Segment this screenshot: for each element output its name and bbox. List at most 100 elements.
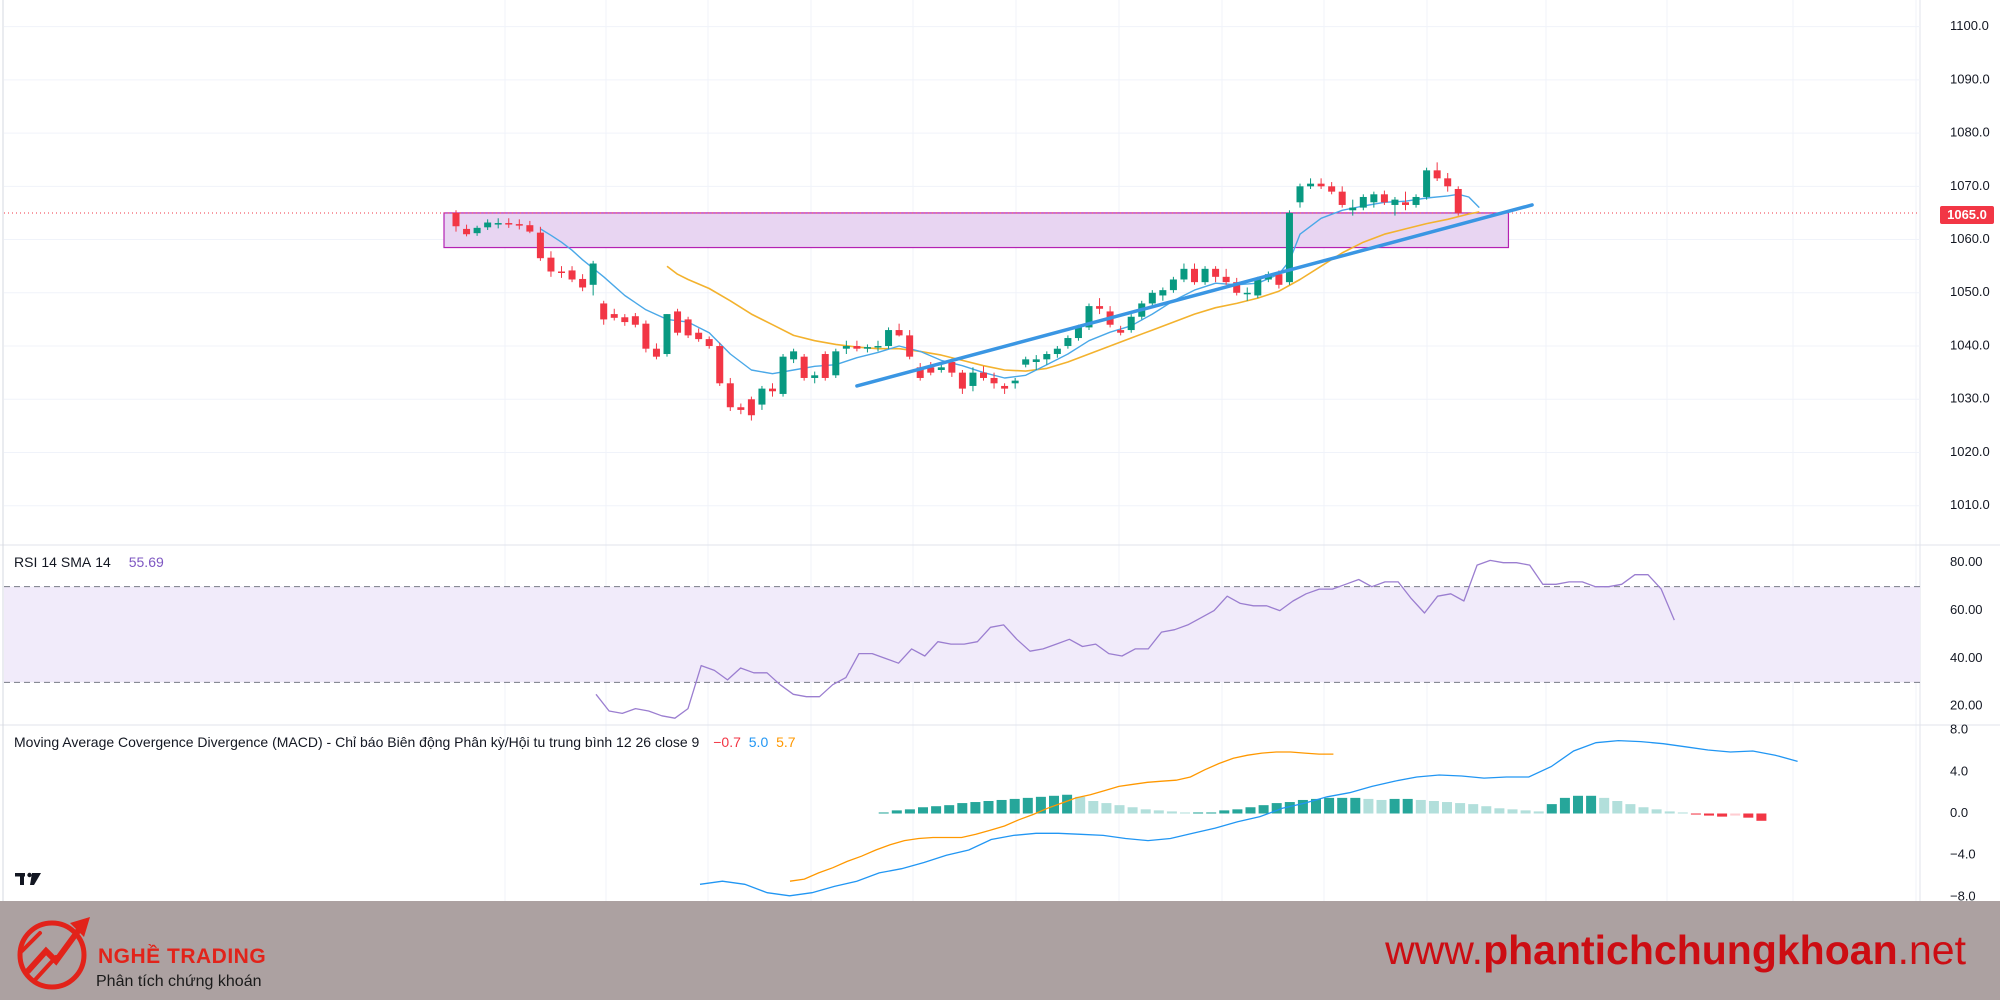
macd-histogram-bar[interactable] bbox=[1494, 808, 1505, 814]
candle-body[interactable] bbox=[811, 375, 819, 378]
macd-histogram-bar[interactable] bbox=[1743, 813, 1754, 818]
candle-body[interactable] bbox=[674, 311, 682, 333]
candle-body[interactable] bbox=[1349, 207, 1357, 211]
candle-body[interactable] bbox=[1328, 186, 1336, 192]
macd-histogram-bar[interactable] bbox=[1284, 802, 1295, 814]
candle-body[interactable] bbox=[863, 347, 871, 349]
candle-body[interactable] bbox=[1402, 202, 1409, 205]
macd-histogram-bar[interactable] bbox=[1559, 797, 1570, 814]
macd-legend[interactable]: Moving Average Covergence Divergence (MA… bbox=[14, 734, 800, 750]
candle-body[interactable] bbox=[842, 346, 850, 349]
candle-body[interactable] bbox=[1096, 306, 1104, 309]
candle-body[interactable] bbox=[1085, 306, 1093, 328]
macd-histogram-bar[interactable] bbox=[1717, 813, 1728, 817]
candle-body[interactable] bbox=[800, 356, 808, 378]
candle-body[interactable] bbox=[684, 319, 692, 336]
macd-histogram-bar[interactable] bbox=[1651, 809, 1662, 814]
candle-body[interactable] bbox=[716, 346, 724, 384]
macd-histogram-bar[interactable] bbox=[1049, 795, 1059, 814]
macd-histogram-bar[interactable] bbox=[1297, 799, 1308, 814]
tradingview-logo-icon[interactable] bbox=[14, 870, 44, 890]
macd-histogram-bar[interactable] bbox=[1468, 804, 1479, 814]
candle-body[interactable] bbox=[695, 332, 703, 340]
macd-histogram-bar[interactable] bbox=[1625, 804, 1636, 814]
candle-body[interactable] bbox=[726, 383, 734, 408]
candle-body[interactable] bbox=[463, 228, 471, 235]
macd-histogram-bar[interactable] bbox=[1088, 801, 1099, 814]
macd-histogram-bar[interactable] bbox=[996, 799, 1007, 814]
candle-body[interactable] bbox=[980, 372, 987, 378]
candle-body[interactable] bbox=[621, 317, 629, 323]
candle-body[interactable] bbox=[547, 257, 555, 272]
macd-histogram-bar[interactable] bbox=[1193, 812, 1204, 814]
candle-body[interactable] bbox=[610, 314, 618, 318]
candle-body[interactable] bbox=[473, 227, 481, 234]
rsi-legend[interactable]: RSI 14 SMA 14 55.69 bbox=[14, 554, 168, 570]
candle-body[interactable] bbox=[1243, 292, 1251, 295]
macd-histogram-bar[interactable] bbox=[1219, 810, 1230, 814]
candle-body[interactable] bbox=[1412, 196, 1420, 205]
candle-body[interactable] bbox=[885, 330, 893, 347]
candle-body[interactable] bbox=[1444, 178, 1452, 187]
macd-histogram-bar[interactable] bbox=[918, 807, 928, 814]
macd-histogram-bar[interactable] bbox=[1455, 803, 1466, 814]
candle-body[interactable] bbox=[1359, 196, 1367, 208]
candle-body[interactable] bbox=[484, 222, 492, 228]
macd-histogram-bar[interactable] bbox=[1337, 797, 1348, 814]
candle-body[interactable] bbox=[600, 303, 608, 320]
candle-body[interactable] bbox=[1285, 212, 1293, 283]
macd-histogram-bar[interactable] bbox=[1258, 805, 1269, 814]
macd-histogram-bar[interactable] bbox=[957, 803, 968, 814]
macd-histogram-bar[interactable] bbox=[1180, 812, 1190, 814]
macd-histogram-bar[interactable] bbox=[1599, 797, 1610, 814]
macd-histogram-bar[interactable] bbox=[1677, 812, 1688, 814]
candle-body[interactable] bbox=[452, 212, 460, 227]
macd-histogram-bar[interactable] bbox=[1075, 796, 1086, 814]
candle-body[interactable] bbox=[1233, 282, 1241, 293]
candle-body[interactable] bbox=[906, 335, 914, 357]
candle-body[interactable] bbox=[1011, 380, 1019, 384]
candle-body[interactable] bbox=[1338, 191, 1346, 205]
candle-body[interactable] bbox=[515, 224, 523, 226]
macd-histogram-bar[interactable] bbox=[1402, 798, 1413, 814]
candle-body[interactable] bbox=[1222, 276, 1230, 283]
macd-histogram-bar[interactable] bbox=[931, 806, 942, 814]
candle-body[interactable] bbox=[895, 330, 903, 336]
macd-histogram-bar[interactable] bbox=[1507, 809, 1518, 814]
candle-body[interactable] bbox=[969, 372, 977, 386]
candle-body[interactable] bbox=[853, 346, 861, 349]
candle-body[interactable] bbox=[790, 351, 798, 360]
candle-body[interactable] bbox=[927, 367, 935, 373]
candle-body[interactable] bbox=[779, 356, 787, 394]
macd-histogram-bar[interactable] bbox=[1638, 807, 1649, 814]
macd-histogram-bar[interactable] bbox=[1573, 795, 1583, 814]
macd-histogram-bar[interactable] bbox=[1035, 796, 1046, 814]
macd-histogram-bar[interactable] bbox=[1271, 803, 1282, 814]
candle-body[interactable] bbox=[1370, 194, 1378, 203]
resistance-zone[interactable] bbox=[443, 212, 1510, 249]
candle-body[interactable] bbox=[1296, 186, 1304, 203]
macd-histogram-bar[interactable] bbox=[1376, 799, 1387, 814]
candle-body[interactable] bbox=[505, 223, 513, 225]
fast-moving-average-line[interactable] bbox=[540, 193, 1480, 379]
candle-body[interactable] bbox=[1380, 194, 1388, 203]
candle-body[interactable] bbox=[642, 323, 650, 349]
slow-moving-average-line[interactable] bbox=[666, 211, 1480, 372]
macd-histogram-bar[interactable] bbox=[1350, 797, 1361, 814]
candle-body[interactable] bbox=[663, 314, 671, 355]
candle-body[interactable] bbox=[526, 225, 534, 232]
candle-body[interactable] bbox=[832, 351, 840, 376]
candle-body[interactable] bbox=[1032, 359, 1040, 362]
candle-body[interactable] bbox=[1053, 348, 1061, 355]
candle-body[interactable] bbox=[1022, 359, 1030, 365]
candle-body[interactable] bbox=[1127, 316, 1135, 331]
macd-histogram-bar[interactable] bbox=[1127, 807, 1138, 814]
candle-body[interactable] bbox=[1307, 183, 1315, 187]
candle-body[interactable] bbox=[747, 399, 755, 416]
macd-histogram-bar[interactable] bbox=[1363, 798, 1374, 814]
macd-histogram-bar[interactable] bbox=[1612, 801, 1623, 814]
macd-histogram-bar[interactable] bbox=[1730, 813, 1741, 816]
chart-canvas[interactable]: 1100.0 1090.0 1080.0 1070.0 1060.0 1050.0 1040… bbox=[0, 0, 2000, 901]
candle-body[interactable] bbox=[1391, 199, 1399, 205]
candle-body[interactable] bbox=[769, 388, 776, 392]
